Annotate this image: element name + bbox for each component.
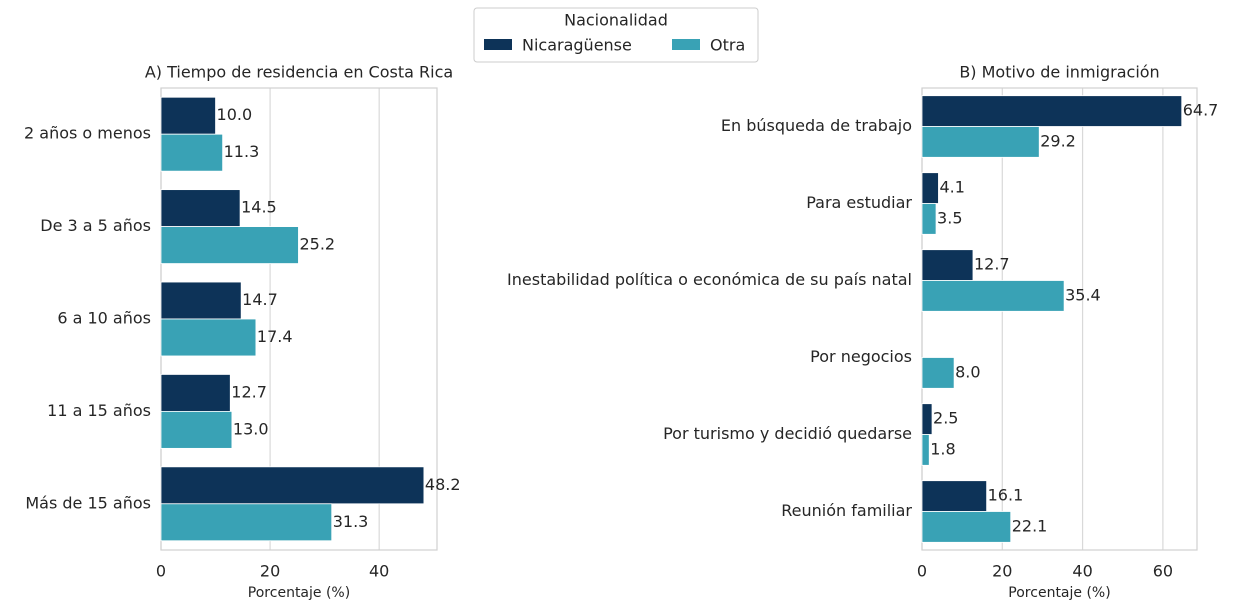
bar [921,126,1040,158]
value-label: 22.1 [1012,516,1048,535]
y-tick-label: Reunión familiar [781,501,912,520]
bar [921,434,930,466]
bar [160,374,231,412]
x-tick-label: 20 [260,562,280,581]
x-tick-label: 40 [1072,562,1092,581]
y-tick-label: Por negocios [810,347,912,366]
value-label: 13.0 [233,419,269,438]
legend-swatch [672,39,700,50]
bar [921,480,988,512]
y-tick-label: 2 años o menos [24,124,151,143]
bar [921,511,1012,543]
value-label: 16.1 [988,486,1024,505]
x-tick-label: 20 [992,562,1012,581]
value-label: 3.5 [937,208,962,227]
value-label: 64.7 [1183,101,1219,120]
x-tick-label: 40 [369,562,389,581]
legend-title: Nacionalidad [564,11,668,30]
value-label: 14.5 [241,198,277,217]
bar [160,318,257,357]
bar [160,133,224,172]
value-label: 4.1 [939,178,964,197]
bar [921,172,939,204]
bar [160,96,216,135]
value-label: 12.7 [231,382,267,401]
value-label: 31.3 [333,512,369,531]
y-tick-label: Para estudiar [806,193,912,212]
x-tick-label: 0 [917,562,927,581]
bar [160,410,233,449]
x-tick-label: 60 [1153,562,1173,581]
x-tick-label: 0 [156,562,166,581]
y-tick-label: En búsqueda de trabajo [721,116,912,135]
y-tick-label: 6 a 10 años [57,309,151,328]
y-tick-label: Más de 15 años [25,493,151,512]
value-label: 1.8 [930,439,955,458]
bar [160,189,241,227]
value-label: 11.3 [224,142,260,161]
value-label: 12.7 [974,255,1010,274]
bar [921,249,974,281]
legend-label: Nicaragüense [522,36,632,55]
bar [921,403,933,435]
bar [921,95,1183,127]
value-label: 48.2 [425,475,461,494]
x-axis-label: Porcentaje (%) [248,585,350,601]
value-label: 25.2 [299,235,335,254]
value-label: 17.4 [257,327,293,346]
chart-title: A) Tiempo de residencia en Costa Rica [145,63,453,82]
value-label: 35.4 [1065,285,1101,304]
bar [921,280,1065,312]
plot-frame [921,87,1198,551]
legend-label: Otra [710,36,745,55]
x-axis-label: Porcentaje (%) [1008,585,1110,601]
value-label: 8.0 [955,362,980,381]
bar [160,226,299,264]
value-label: 14.7 [242,290,278,309]
bar [160,503,333,542]
value-label: 2.5 [933,409,958,428]
y-tick-label: Inestabilidad política o económica de su… [507,270,912,289]
legend-swatch [484,39,512,50]
y-tick-label: 11 a 15 años [47,401,151,420]
y-tick-label: De 3 a 5 años [40,216,151,235]
bar [921,357,955,389]
chart-title: B) Motivo de inmigración [959,63,1159,82]
value-label: 29.2 [1040,131,1076,150]
bar [160,466,425,505]
value-label: 10.0 [217,105,253,124]
bar [160,281,242,320]
y-tick-label: Por turismo y decidió quedarse [663,424,912,443]
bar [921,203,937,235]
